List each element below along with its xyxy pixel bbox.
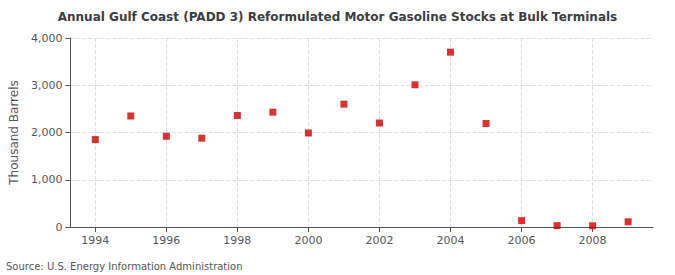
svg-text:2006: 2006: [508, 234, 536, 247]
svg-text:2008: 2008: [579, 234, 607, 247]
svg-text:1998: 1998: [223, 234, 251, 247]
svg-text:1,000: 1,000: [31, 173, 63, 186]
svg-text:Thousand Barrels: Thousand Barrels: [7, 80, 21, 185]
svg-text:2004: 2004: [437, 234, 465, 247]
svg-text:3,000: 3,000: [31, 79, 63, 92]
svg-text:1996: 1996: [152, 234, 180, 247]
svg-text:2000: 2000: [294, 234, 322, 247]
svg-text:Annual Gulf Coast (PADD 3) Ref: Annual Gulf Coast (PADD 3) Reformulated …: [58, 10, 618, 24]
svg-text:2002: 2002: [365, 234, 393, 247]
svg-text:1994: 1994: [81, 234, 109, 247]
svg-text:4,000: 4,000: [31, 32, 63, 45]
svg-text:Source: U.S. Energy Informatio: Source: U.S. Energy Information Administ…: [6, 261, 243, 272]
svg-text:2,000: 2,000: [31, 126, 63, 139]
svg-text:0: 0: [55, 221, 62, 234]
